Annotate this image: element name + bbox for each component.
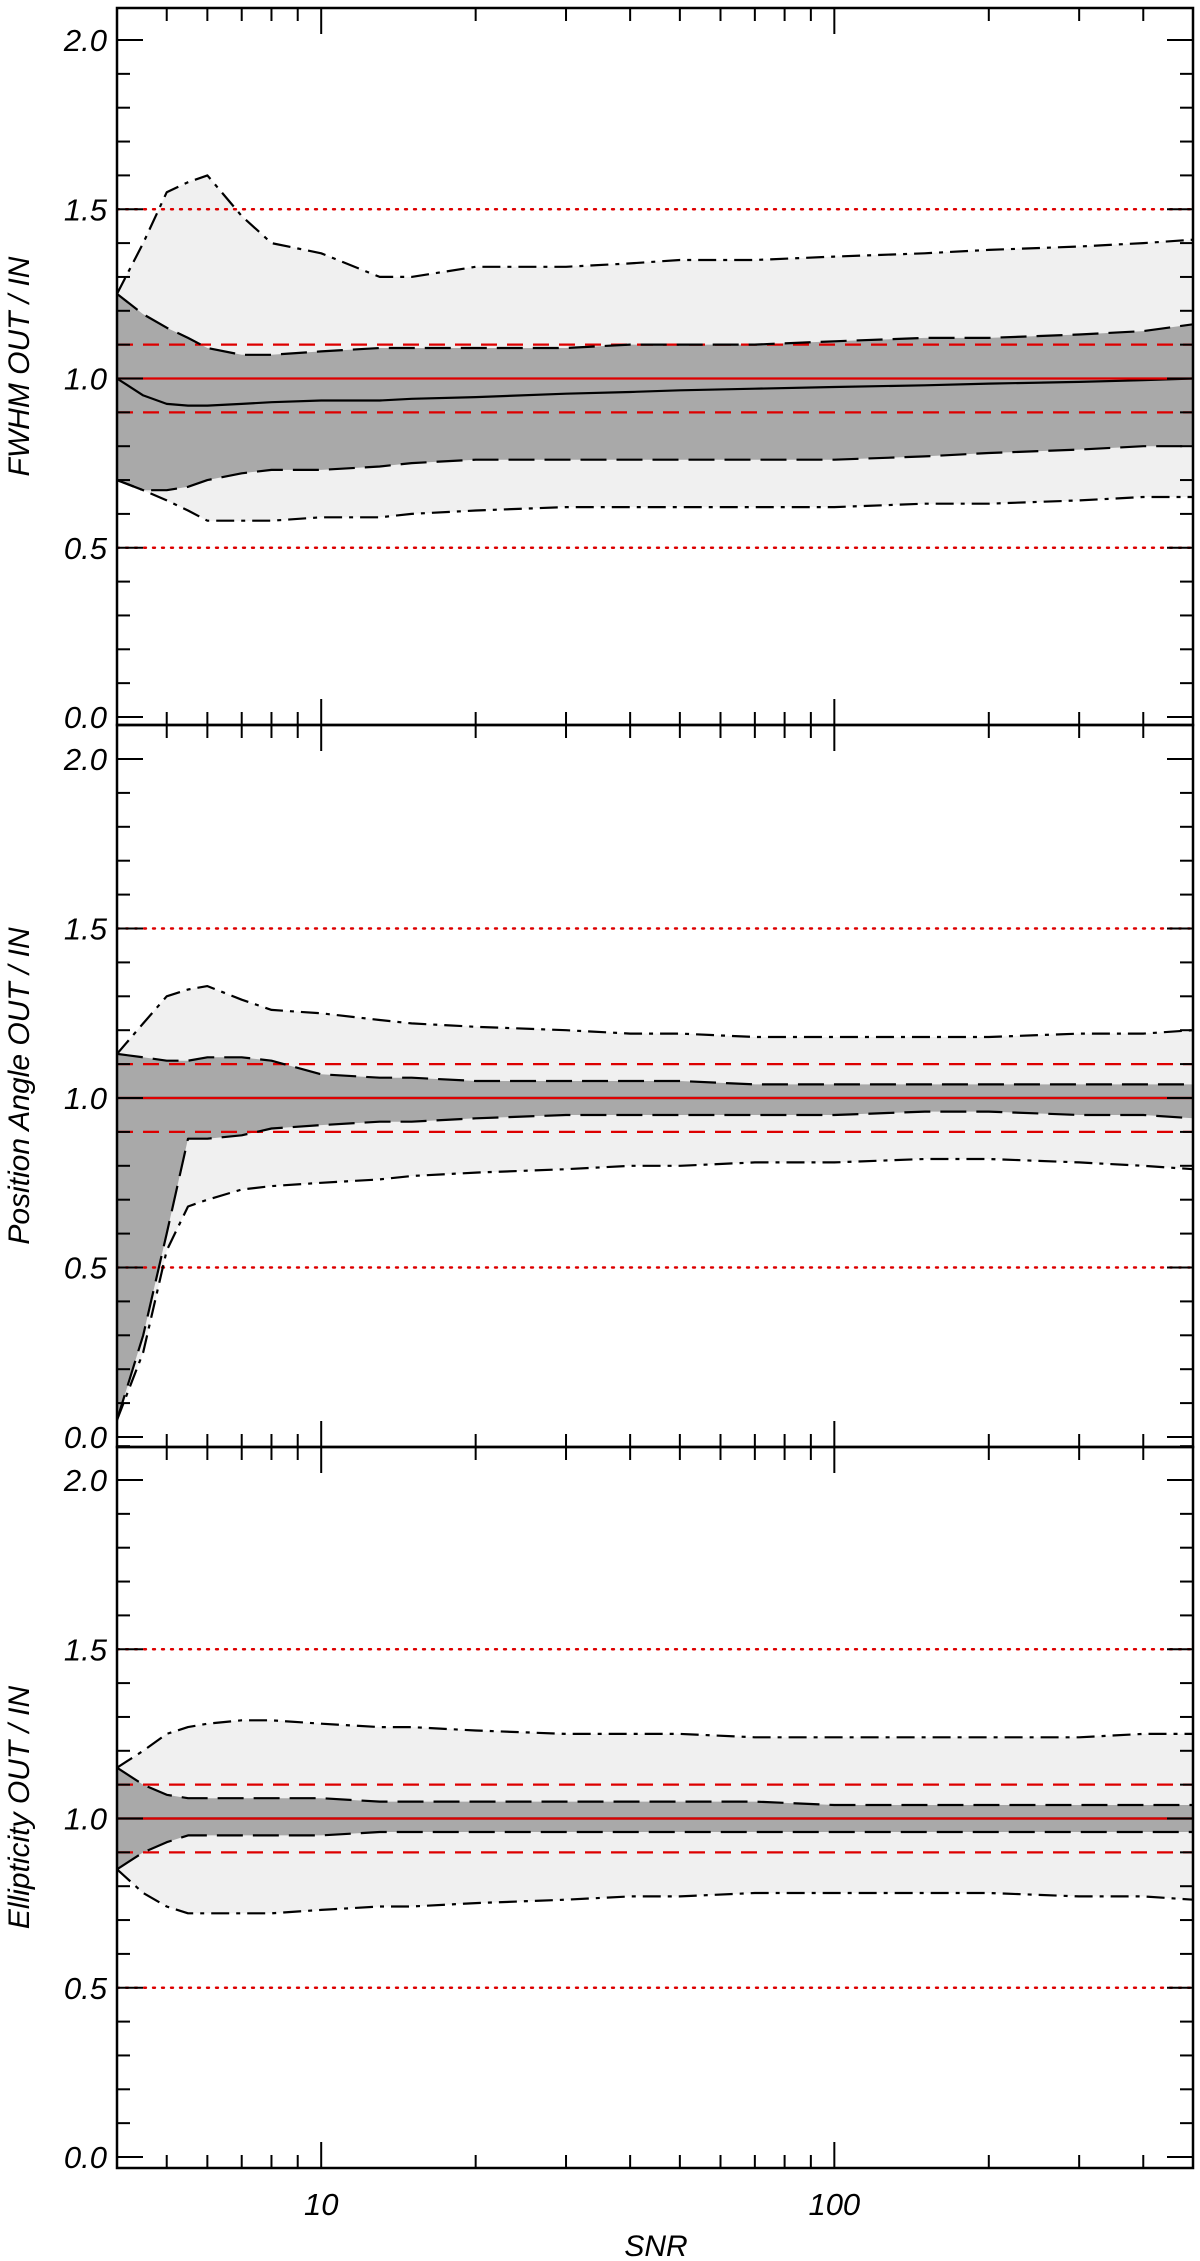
median-line (117, 377, 1193, 407)
y-tick-label: 0.5 (64, 1251, 108, 1286)
inner-upper-line (117, 293, 1193, 356)
y-tick-label: 1.5 (64, 1632, 108, 1667)
panel-3: 0.0 0.5 1.0 1.5 2.0 Ellipticity OUT / IN (3, 1445, 1195, 2175)
y-tick-label: 1.0 (64, 362, 107, 397)
panel-2: 0.0 0.5 1.0 1.5 2.0 Position Angle OUT / IN (3, 723, 1195, 1455)
y-tick-label: 2.0 (63, 1463, 107, 1498)
y-axis-label: Ellipticity OUT / IN (3, 1685, 36, 1929)
y-tick-label: 2.0 (63, 23, 107, 58)
outer-upper-line (117, 174, 1193, 295)
outer-lower-line (117, 1868, 1193, 1915)
inner-band (117, 1053, 1193, 1420)
y-tick-label: 0.0 (64, 2140, 107, 2175)
y-tick-label: 1.5 (64, 192, 108, 227)
outer-lower-line (117, 479, 1193, 522)
inner-lower-line (117, 445, 1193, 492)
y-axis-label: Position Angle OUT / IN (3, 927, 36, 1245)
panel-frame (115, 1445, 1195, 2170)
x-axis-label: SNR (624, 2230, 687, 2261)
y-tick-label: 1.0 (64, 1081, 107, 1116)
x-tick-label: 100 (808, 2187, 860, 2222)
y-tick-label: 1.5 (64, 912, 108, 947)
y-tick-label: 0.5 (64, 531, 108, 566)
inner-lower-line (117, 1110, 1193, 1421)
panels-group: 0.0 0.5 1.0 1.5 2.0 FWHM OUT / IN 0.0 0.5 1.0 1.5… (3, 6, 1195, 2261)
outer-band (117, 986, 1193, 1420)
outer-upper-line (117, 1719, 1193, 1769)
y-tick-label: 0.0 (64, 700, 107, 735)
y-tick-label: 2.0 (63, 742, 107, 777)
y-axis-label: FWHM OUT / IN (3, 256, 36, 476)
panel-plot-area (117, 174, 1193, 549)
inner-upper-line (117, 1052, 1193, 1086)
inner-upper-line (117, 1766, 1193, 1807)
panel-1: 0.0 0.5 1.0 1.5 2.0 FWHM OUT / IN (3, 6, 1195, 735)
y-tick-label: 0.0 (64, 1420, 107, 1455)
x-tick-label: 10 (304, 2187, 338, 2222)
y-tick-label: 0.5 (64, 1971, 108, 2006)
panel-plot-area (117, 1648, 1193, 1989)
x-axis: 10 100 SNR (304, 2187, 860, 2261)
panel-plot-area (117, 927, 1193, 1421)
outer-lower-line (117, 1157, 1193, 1421)
y-tick-label: 1.0 (64, 1802, 107, 1837)
inner-lower-line (117, 1830, 1193, 1871)
